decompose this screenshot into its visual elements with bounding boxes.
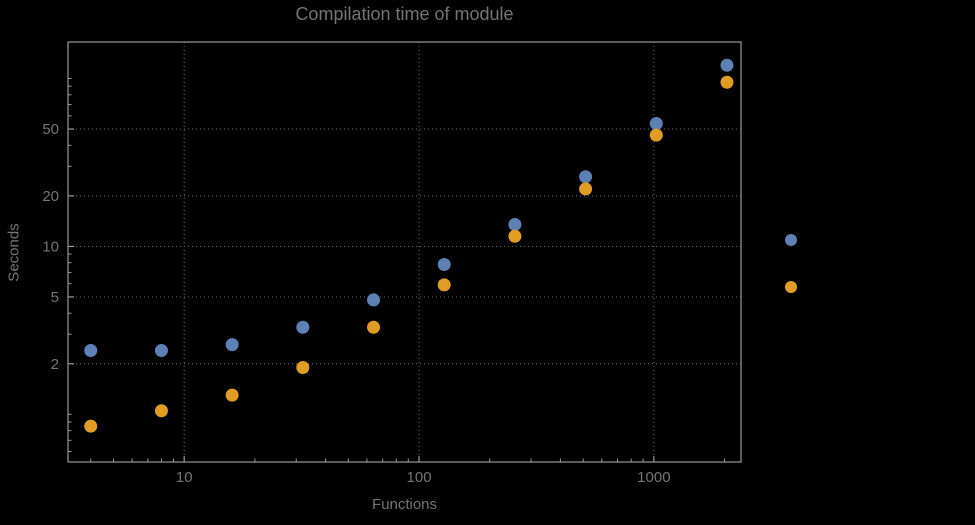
data-point-series-blue [154, 343, 168, 357]
y-axis-label: Seconds [5, 223, 23, 282]
data-point-series-blue [579, 170, 593, 184]
frame [67, 41, 742, 463]
data-point-series-orange [367, 320, 381, 334]
data-point-series-orange [225, 388, 239, 402]
data-point-series-orange [720, 75, 734, 89]
data-point-series-orange [154, 404, 168, 418]
data-point-series-blue [437, 258, 451, 272]
legend-marker-series-blue [785, 234, 797, 246]
data-point-series-blue [649, 116, 663, 130]
x-axis-label: Functions [371, 496, 438, 513]
data-point-series-blue [225, 338, 239, 352]
data-point-series-orange [296, 361, 310, 375]
y-tick-label: 2 [51, 356, 59, 373]
data-point-series-blue [720, 58, 734, 72]
data-point-series-blue [296, 320, 310, 334]
data-point-series-orange [508, 229, 522, 243]
x-tick-label: 1000 [637, 469, 670, 486]
y-tick-label: 10 [42, 238, 59, 255]
chart-title: Compilation time of module [295, 4, 514, 24]
data-point-series-orange [649, 128, 663, 142]
x-tick-label: 100 [407, 469, 432, 486]
data-point-series-orange [437, 278, 451, 292]
data-point-series-orange [84, 419, 98, 433]
data-point-series-orange [579, 182, 593, 196]
legend-marker-series-orange [785, 281, 797, 293]
y-tick-label: 50 [42, 121, 59, 138]
x-tick-label: 10 [176, 469, 193, 486]
data-point-series-blue [84, 343, 98, 357]
data-point-series-blue [367, 293, 381, 307]
data-point-series-blue [508, 218, 522, 232]
y-tick-label: 20 [42, 188, 59, 205]
y-tick-label: 5 [51, 289, 59, 306]
